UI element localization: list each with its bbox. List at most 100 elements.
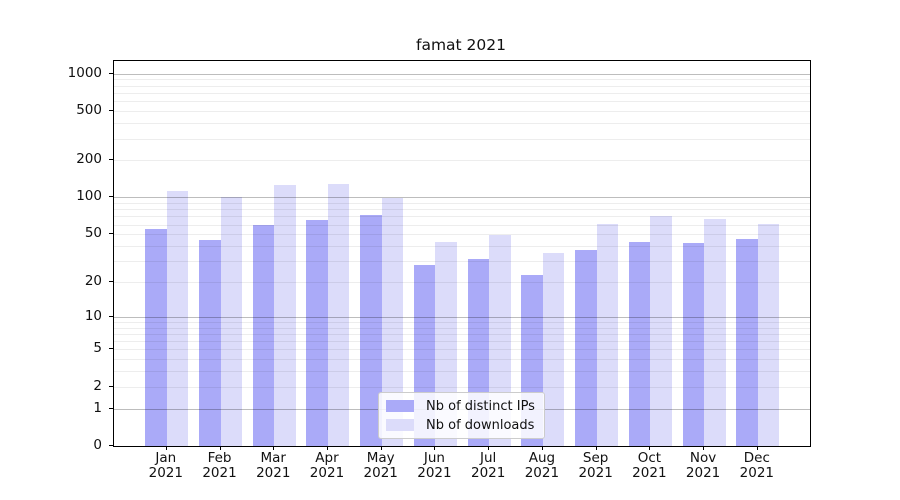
x-label-year-dec: 2021 <box>739 465 774 481</box>
y-tick-label-5: 5 <box>93 340 102 357</box>
x-tick-label-mar: Mar 2021 <box>241 451 305 481</box>
x-label-month-dec: Dec <box>743 450 770 466</box>
x-label-month-jul: Jul <box>480 450 497 466</box>
gridline-y-10 <box>114 316 810 318</box>
x-label-year-jul: 2021 <box>470 465 506 481</box>
x-tick-jun <box>434 446 436 450</box>
bar-nb-of-downloads-apr <box>327 183 350 446</box>
gridline-y-80 <box>114 209 810 211</box>
y-tick-0 <box>109 445 113 446</box>
plot-area <box>113 60 811 447</box>
bar-nb-of-downloads-aug <box>542 252 565 446</box>
x-tick-jul <box>488 446 490 450</box>
x-tick-apr <box>326 446 328 450</box>
gridline-y-70 <box>114 216 810 218</box>
bar-nb-of-downloads-sep <box>596 223 619 446</box>
x-tick-label-sep: Sep 2021 <box>564 451 628 481</box>
y-tick-label-1: 1 <box>93 399 102 416</box>
bar-nb-of-distinct-ips-dec <box>736 238 758 446</box>
y-tick-200 <box>109 159 113 161</box>
y-tick-label-10: 10 <box>84 307 102 324</box>
gridline-y-100 <box>114 197 810 199</box>
x-tick-label-jul: Jul 2021 <box>456 451 520 481</box>
x-tick-label-jan: Jan 2021 <box>134 451 198 481</box>
y-tick-label-20: 20 <box>84 272 102 289</box>
x-label-year-aug: 2021 <box>524 465 560 481</box>
bar-nb-of-distinct-ips-oct <box>628 242 651 446</box>
x-tick-mar <box>273 446 275 450</box>
x-label-month-aug: Aug <box>528 450 556 466</box>
y-tick-10 <box>109 315 113 317</box>
gridline-y-60 <box>114 224 810 226</box>
legend-swatch-nb-of-downloads <box>386 419 414 431</box>
gridline-y-90 <box>114 202 810 204</box>
x-tick-sep <box>595 446 597 450</box>
x-label-month-jun: Jun <box>423 450 445 466</box>
gridline-y-4 <box>114 359 810 361</box>
x-label-year-sep: 2021 <box>578 465 613 481</box>
bar-nb-of-downloads-oct <box>650 216 672 446</box>
y-tick-label-200: 200 <box>76 151 102 168</box>
y-tick-label-50: 50 <box>84 225 102 242</box>
gridline-y-6 <box>114 341 810 343</box>
x-tick-label-may: May 2021 <box>349 451 413 481</box>
y-tick-label-1000: 1000 <box>67 64 102 81</box>
gridline-y-3 <box>114 371 810 373</box>
bar-nb-of-downloads-feb <box>220 197 243 446</box>
bar-nb-of-distinct-ips-apr <box>306 220 328 446</box>
gridline-y-9 <box>114 321 810 323</box>
x-label-year-apr: 2021 <box>309 465 345 481</box>
legend-label-nb-of-downloads: Nb of downloads <box>426 417 535 433</box>
x-label-year-may: 2021 <box>363 465 398 481</box>
x-label-year-mar: 2021 <box>256 465 291 481</box>
x-label-month-sep: Sep <box>582 450 609 466</box>
bar-nb-of-distinct-ips-jan <box>145 229 167 446</box>
gridline-y-600 <box>114 101 810 103</box>
bar-nb-of-distinct-ips-may <box>360 214 382 446</box>
legend-item-nb-of-downloads: Nb of downloads <box>386 417 535 433</box>
y-tick-20 <box>109 280 113 282</box>
gridline-y-50 <box>114 234 810 236</box>
bar-nb-of-distinct-ips-mar <box>252 224 275 446</box>
x-label-month-mar: Mar <box>260 450 286 466</box>
gridline-y-900 <box>114 79 810 81</box>
y-tick-label-0: 0 <box>93 437 102 453</box>
gridline-y-300 <box>114 138 810 140</box>
x-tick-label-oct: Oct 2021 <box>617 451 681 481</box>
gridline-y-40 <box>114 245 810 247</box>
x-tick-aug <box>541 446 543 450</box>
x-label-year-nov: 2021 <box>685 465 721 481</box>
gridline-y-400 <box>114 123 810 125</box>
y-tick-label-100: 100 <box>76 188 102 205</box>
x-tick-jan <box>165 446 167 450</box>
bar-nb-of-downloads-nov <box>704 218 726 446</box>
y-tick-5 <box>109 348 113 350</box>
gridline-y-800 <box>114 85 810 87</box>
chart-title: famat 2021 <box>415 36 506 54</box>
x-tick-label-jun: Jun 2021 <box>402 451 466 481</box>
gridline-y-2 <box>114 386 810 388</box>
gridline-y-20 <box>114 281 810 283</box>
gridline-y-200 <box>114 160 810 162</box>
bar-nb-of-downloads-mar <box>274 185 296 446</box>
bar-nb-of-distinct-ips-nov <box>682 243 705 446</box>
gridline-y-7 <box>114 333 810 335</box>
bar-nb-of-downloads-jan <box>166 190 189 446</box>
y-tick-2 <box>109 385 113 387</box>
x-label-year-oct: 2021 <box>632 465 667 481</box>
x-label-month-jan: Jan <box>155 450 177 466</box>
bar-nb-of-downloads-may <box>381 198 404 446</box>
gridline-y-8 <box>114 327 810 329</box>
x-label-month-apr: Apr <box>315 450 339 466</box>
y-tick-label-2: 2 <box>93 377 102 394</box>
x-label-year-jun: 2021 <box>417 465 452 481</box>
gridline-y-700 <box>114 92 810 94</box>
x-tick-nov <box>703 446 705 450</box>
legend-label-nb-of-distinct-ips: Nb of distinct IPs <box>426 398 535 414</box>
x-tick-label-feb: Feb 2021 <box>188 451 252 481</box>
y-tick-1 <box>109 407 113 409</box>
x-tick-feb <box>219 446 221 450</box>
y-tick-50 <box>109 233 113 235</box>
x-tick-dec <box>756 446 758 450</box>
